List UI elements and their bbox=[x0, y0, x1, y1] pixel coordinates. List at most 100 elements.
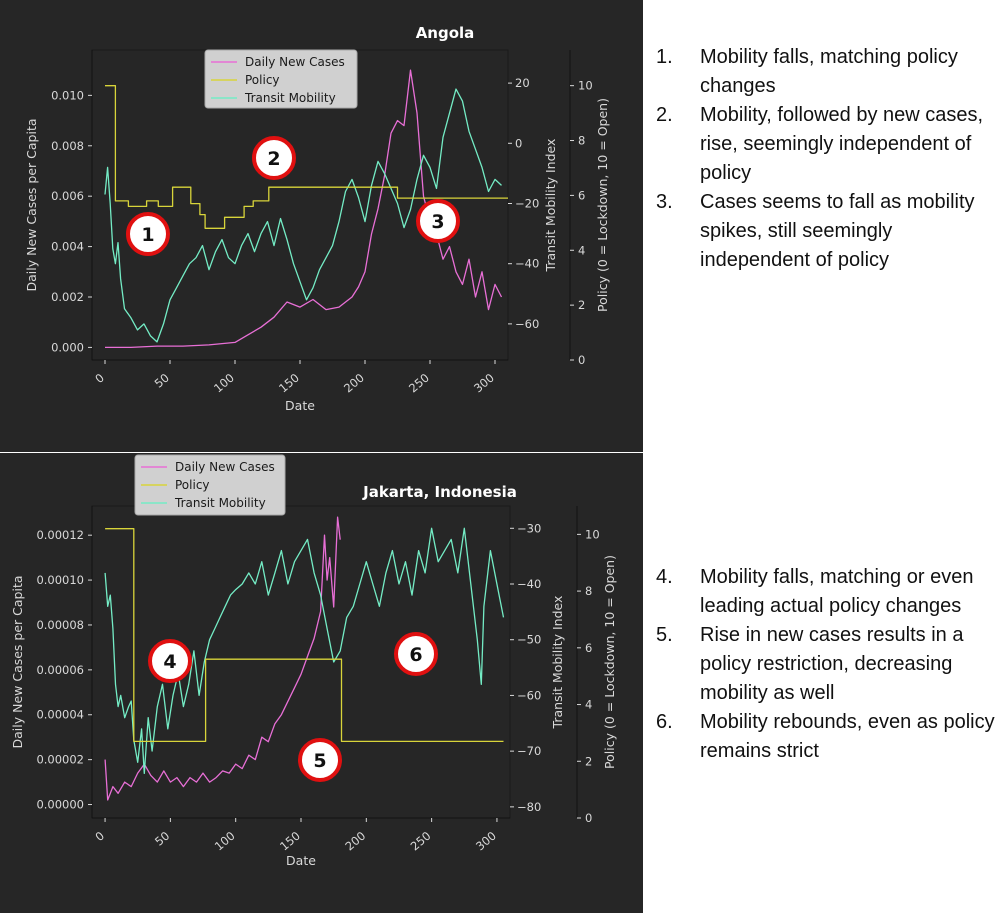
right2-tick-label: 2 bbox=[585, 754, 592, 768]
x-tick-label: 50 bbox=[152, 371, 172, 391]
note-text: Mobility rebounds, even as policy remain… bbox=[700, 711, 995, 762]
note-item: 3. Cases seems to fall as mobility spikes… bbox=[656, 188, 1001, 275]
legend-label: Daily New Cases bbox=[175, 460, 275, 474]
right2-tick-label: 0 bbox=[578, 353, 585, 367]
y-tick-label: 0.00010 bbox=[36, 573, 84, 587]
note-item: 5. Rise in new cases results in a policy … bbox=[656, 621, 1001, 708]
right1-tick-label: −30 bbox=[517, 521, 541, 535]
x-tick-label: 150 bbox=[276, 371, 302, 396]
right2-tick-label: 6 bbox=[585, 641, 592, 655]
right2-tick-label: 2 bbox=[578, 298, 585, 312]
right1-tick-label: −40 bbox=[517, 577, 541, 591]
right2-axis-label: Policy (0 = Lockdown, 10 = Open) bbox=[602, 555, 617, 769]
legend-label: Daily New Cases bbox=[245, 55, 345, 69]
note-text: Mobility falls, matching policy changes bbox=[700, 46, 958, 97]
x-tick-label: 100 bbox=[211, 371, 237, 396]
annotation-number: 4 bbox=[163, 651, 176, 673]
annotation-circle bbox=[252, 136, 296, 180]
y-tick-label: 0.002 bbox=[51, 290, 84, 304]
y-tick-label: 0.00006 bbox=[36, 663, 84, 677]
x-tick-label: 200 bbox=[342, 829, 368, 854]
y-tick-label: 0.004 bbox=[51, 240, 84, 254]
jakarta-chart: 0.00000 0.00002 0.00004 0.00006 0.00008 0.000… bbox=[10, 454, 617, 868]
note-item: 4. Mobility falls, matching or even leadi… bbox=[656, 563, 1001, 621]
y-tick-label: 0.00000 bbox=[36, 798, 84, 812]
right1-tick-label: 0 bbox=[515, 136, 522, 150]
right2-tick-label: 4 bbox=[585, 698, 592, 712]
y-tick-label: 0.00008 bbox=[36, 618, 84, 632]
x-axis-label: Date bbox=[285, 398, 315, 413]
note-item: 1. Mobility falls, matching policy change… bbox=[656, 43, 1001, 101]
right1-axis-label: Transit Mobility Index bbox=[550, 596, 565, 730]
right1-tick-label: −20 bbox=[515, 196, 539, 210]
annotation-circle bbox=[394, 632, 438, 676]
right1-tick-label: 20 bbox=[515, 76, 530, 90]
right1-tick-label: −80 bbox=[517, 800, 541, 814]
right2-tick-label: 10 bbox=[585, 527, 600, 541]
note-item: 2. Mobility, followed by new cases, rise,… bbox=[656, 101, 1001, 188]
angola-notes-list: 1. Mobility falls, matching policy change… bbox=[656, 43, 1001, 275]
y-tick-label: 0.008 bbox=[51, 139, 84, 153]
note-text: Cases seems to fall as mobility spikes, … bbox=[700, 191, 975, 271]
x-tick-label: 100 bbox=[212, 829, 238, 854]
note-text: Mobility falls, matching or even leading… bbox=[700, 566, 974, 617]
note-number: 2. bbox=[656, 104, 673, 126]
legend-box bbox=[134, 454, 286, 516]
x-tick-label: 300 bbox=[471, 371, 497, 396]
right1-tick-label: −60 bbox=[517, 688, 541, 702]
chart-title: Jakarta, Indonesia bbox=[362, 483, 517, 501]
angola-chart-panel: 0.000 0.002 0.004 0.006 0.008 0.010 20 0 −20 −40−… bbox=[0, 0, 643, 452]
note-number: 5. bbox=[656, 624, 673, 646]
angola-chart: 0.0000.0020.0040.0060.0080.010200−20−40−… bbox=[24, 24, 610, 413]
x-tick-label: 250 bbox=[406, 371, 432, 396]
right2-tick-label: 10 bbox=[578, 79, 593, 93]
annotation-circle bbox=[416, 199, 460, 243]
note-item: 6. Mobility rebounds, even as policy rema… bbox=[656, 708, 1001, 766]
y-tick-label: 0.00012 bbox=[36, 528, 84, 542]
note-number: 4. bbox=[656, 566, 673, 588]
y-tick-label: 0.00004 bbox=[36, 708, 84, 722]
jakarta-notes-list: 4. Mobility falls, matching or even leadi… bbox=[656, 563, 1001, 766]
cases-series-line bbox=[105, 69, 503, 349]
right1-axis-label: Transit Mobility Index bbox=[543, 139, 558, 273]
policy-series-line bbox=[105, 528, 504, 743]
note-number: 6. bbox=[656, 711, 673, 733]
x-axis-label: Date bbox=[286, 853, 316, 868]
x-tick-label: 150 bbox=[277, 829, 303, 854]
y-tick-label: 0.00002 bbox=[36, 753, 84, 767]
x-tick-label: 300 bbox=[473, 829, 499, 854]
annotation-number: 3 bbox=[431, 211, 444, 233]
annotation-circle bbox=[148, 639, 192, 683]
annotation-number: 6 bbox=[409, 644, 422, 666]
right1-tick-label: −50 bbox=[517, 633, 541, 647]
annotation-number: 1 bbox=[141, 224, 154, 246]
legend-label: Transit Mobility bbox=[244, 91, 336, 105]
y-axis-label: Daily New Cases per Capita bbox=[24, 118, 39, 291]
chart-title: Angola bbox=[416, 24, 475, 42]
policy-series-line bbox=[105, 85, 508, 229]
right2-tick-label: 8 bbox=[578, 134, 585, 148]
jakarta-chart-panel: 0.00000 0.00002 0.00004 0.00006 0.00008 0.000… bbox=[0, 453, 643, 913]
annotation-circle bbox=[298, 738, 342, 782]
note-number: 1. bbox=[656, 46, 673, 68]
legend-label: Transit Mobility bbox=[174, 496, 266, 510]
x-tick-label: 200 bbox=[341, 371, 367, 396]
note-text: Mobility, followed by new cases, rise, s… bbox=[700, 104, 984, 184]
legend-label: Policy bbox=[175, 478, 210, 492]
x-tick-label: 0 bbox=[92, 829, 107, 844]
note-number: 3. bbox=[656, 191, 673, 213]
annotation-number: 5 bbox=[313, 750, 326, 772]
annotation-circle bbox=[126, 212, 170, 256]
cases-series-line bbox=[104, 516, 341, 801]
right1-tick-label: −40 bbox=[515, 257, 539, 271]
note-text: Rise in new cases results in a policy re… bbox=[700, 624, 964, 704]
x-tick-label: 250 bbox=[408, 829, 434, 854]
y-tick-label: 0.000 bbox=[51, 340, 84, 354]
y-tick-label: 0.010 bbox=[51, 88, 84, 102]
right2-axis-label: Policy (0 = Lockdown, 10 = Open) bbox=[595, 98, 610, 312]
x-tick-label: 50 bbox=[152, 829, 172, 849]
right2-tick-label: 8 bbox=[585, 584, 592, 598]
right2-tick-label: 0 bbox=[585, 811, 592, 825]
right1-tick-label: −70 bbox=[517, 744, 541, 758]
legend-box bbox=[204, 49, 358, 109]
